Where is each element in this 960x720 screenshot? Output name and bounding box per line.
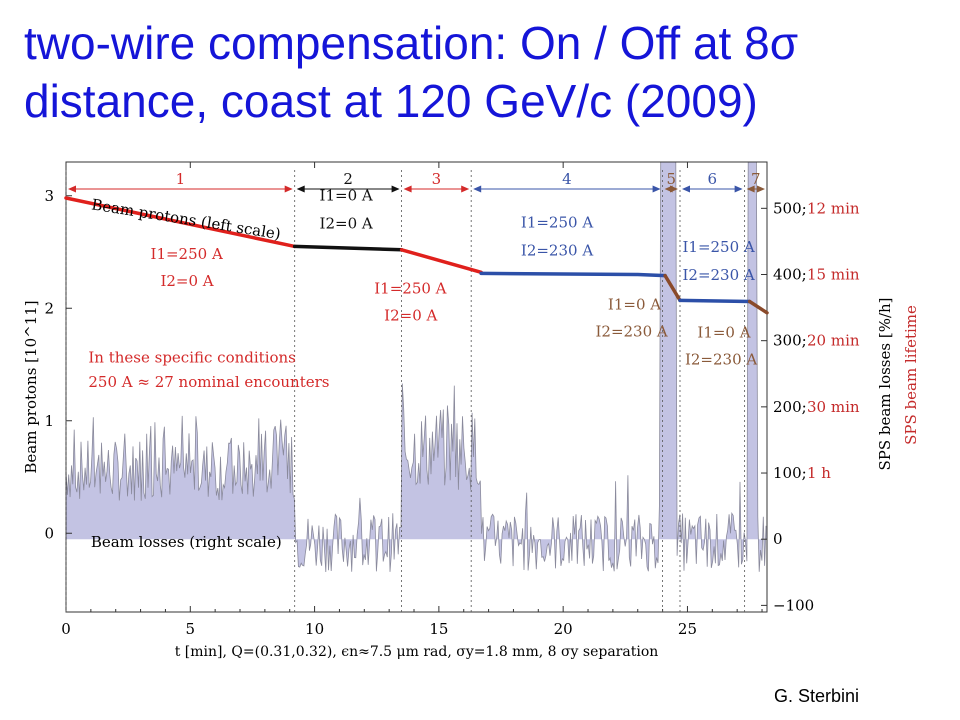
protons-segment <box>292 244 404 252</box>
annotation: Beam losses (right scale) <box>91 533 282 551</box>
right-tick-label: 300; <box>773 332 807 350</box>
protons-segment <box>663 273 682 303</box>
x-tick-label: 20 <box>554 620 573 638</box>
annotation: 250 A ≈ 27 nominal encounters <box>88 373 329 391</box>
annotation: I1=0 A <box>608 295 661 313</box>
x-tick-label: 10 <box>305 620 324 638</box>
phase-arrow-head <box>461 185 470 193</box>
phase-arrow-head <box>403 185 412 193</box>
phase-arrow-head <box>669 185 678 193</box>
right-axis-title-lifetime: SPS beam lifetime <box>902 305 920 445</box>
losses-fill <box>66 162 767 572</box>
phase-arrow-head <box>757 185 765 193</box>
annotation: I1=0 A <box>697 324 750 342</box>
annotation: I2=0 A <box>160 272 213 290</box>
phase-label-6: 6 <box>708 170 718 188</box>
phase-arrow-head <box>68 185 76 193</box>
protons-segment <box>479 271 667 278</box>
right-axis-title: SPS beam losses [%/h] <box>876 297 894 470</box>
right-tick-label: 400; <box>773 266 807 284</box>
protons-segment <box>678 298 752 304</box>
phase-arrow-1 <box>68 185 293 193</box>
left-tick-label: 2 <box>44 299 54 317</box>
annotation: I1=0 A <box>320 186 373 204</box>
protons-segment <box>399 248 483 275</box>
annotation: In these specific conditions <box>88 348 296 366</box>
left-tick-label: 1 <box>44 412 54 430</box>
phase-label-7: 7 <box>751 170 761 188</box>
x-tick-label: 0 <box>61 620 71 638</box>
phase-arrow-3 <box>403 185 470 193</box>
x-tick-label: 5 <box>186 620 196 638</box>
phase-arrow-4 <box>473 185 661 193</box>
annotation: I2=230 A <box>682 266 754 284</box>
right-tick-label: 200; <box>773 398 807 416</box>
right-lifetime-label: 15 min <box>807 266 860 284</box>
left-tick-label: 0 <box>44 524 54 542</box>
annotation: I2=0 A <box>320 214 373 232</box>
annotation: I2=0 A <box>384 307 437 325</box>
annotation: I2=230 A <box>685 351 757 369</box>
losses-trace <box>65 161 767 573</box>
author-credit: G. Sterbini <box>774 686 860 706</box>
annotation: I2=230 A <box>595 322 667 340</box>
slide-title: two-wire compensation: On / Off at 8σ di… <box>24 14 944 130</box>
protons-segment <box>64 196 297 249</box>
phase-arrow-head <box>734 185 743 193</box>
phase-arrow-head <box>391 185 400 193</box>
protons-segment <box>747 299 769 315</box>
phase-arrow-6 <box>681 185 743 193</box>
phase-arrow-2 <box>296 185 400 193</box>
right-tick-label: 500; <box>773 199 807 217</box>
annotation: I2=230 A <box>521 241 593 259</box>
phase-arrow-head <box>652 185 661 193</box>
phase-label-1: 1 <box>176 170 186 188</box>
right-lifetime-label: 12 min <box>807 199 860 217</box>
annotation: I1=250 A <box>682 238 754 256</box>
left-tick-label: 3 <box>44 187 54 205</box>
slide-title-line-1: two-wire compensation: On / Off at 8σ <box>24 17 799 69</box>
slide-title-line-2: distance, coast at 120 GeV/c (2009) <box>24 75 758 127</box>
right-lifetime-label: 30 min <box>807 398 860 416</box>
phase-label-2: 2 <box>343 170 353 188</box>
left-axis-title: Beam protons [10^11] <box>22 300 40 473</box>
phase-arrow-head <box>746 185 755 193</box>
right-lifetime-label: 1 h <box>807 464 831 482</box>
right-lifetime-label: 20 min <box>807 332 860 350</box>
annotation: Beam protons (left scale) <box>90 195 282 243</box>
annotation: I1=250 A <box>521 213 593 231</box>
annotation: I1=250 A <box>374 280 446 298</box>
phase-arrow-head <box>473 185 482 193</box>
phase-label-5: 5 <box>667 170 677 188</box>
phase-label-4: 4 <box>562 170 572 188</box>
phase-arrow-head <box>296 185 305 193</box>
phase-arrow-head <box>681 185 690 193</box>
phase-arrow-7 <box>746 185 765 193</box>
right-tick-label: 100; <box>773 464 807 482</box>
x-tick-label: 15 <box>429 620 448 638</box>
phase-arrow-5 <box>664 185 678 193</box>
right-tick-label: 0 <box>773 530 783 548</box>
right-tick-label: −100 <box>773 596 814 614</box>
annotation: I1=250 A <box>151 245 223 263</box>
phase-label-3: 3 <box>432 170 442 188</box>
phase-arrow-head <box>284 185 293 193</box>
x-tick-label: 25 <box>678 620 697 638</box>
x-axis-title: t [min], Q=(0.31,0.32), ϵn≈7.5 μm rad, σ… <box>175 644 659 660</box>
